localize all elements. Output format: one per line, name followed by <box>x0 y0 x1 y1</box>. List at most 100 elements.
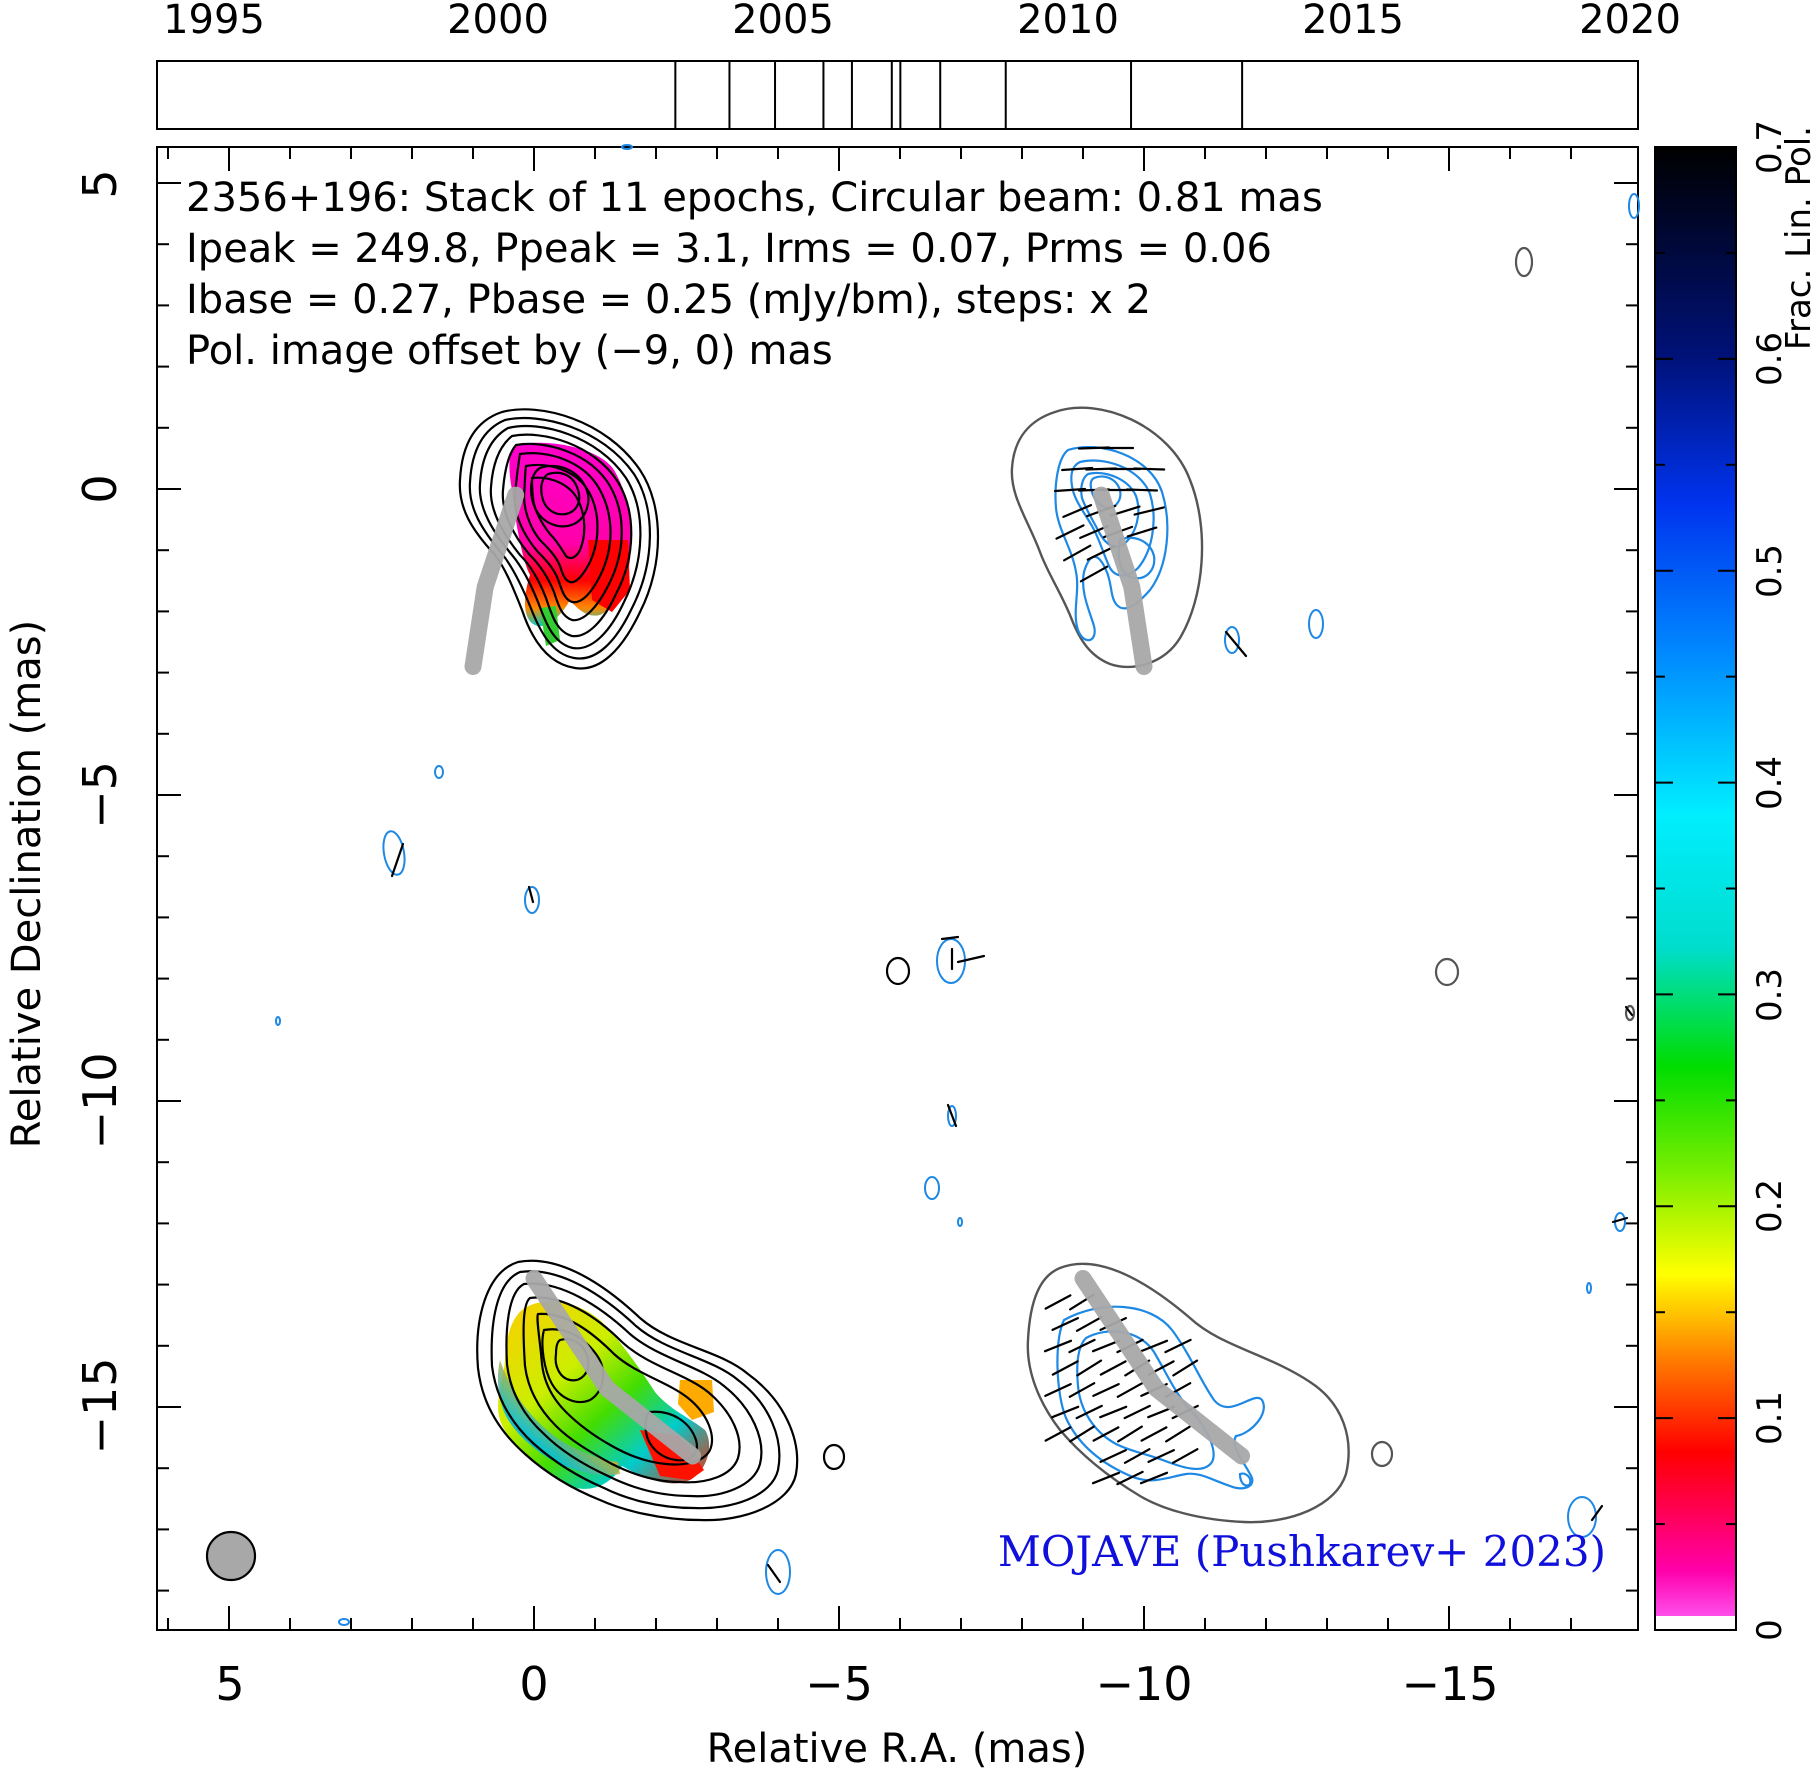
panel-upper-left <box>458 408 659 670</box>
pol-vector <box>1092 1426 1120 1442</box>
jet-ridge-2 <box>1092 486 1153 675</box>
stokes-i-outline-upper-right <box>1010 406 1204 669</box>
y-tick-label-minus5: −5 <box>73 761 127 829</box>
jet-ridge-lines <box>464 486 1251 1465</box>
pol-vector <box>1051 1316 1080 1332</box>
jet-ridge-3 <box>525 1270 702 1465</box>
y-tick-label-5: 5 <box>73 169 127 198</box>
pol-vector <box>1092 1382 1120 1398</box>
pol-vector <box>1116 1382 1144 1398</box>
pol-vector <box>1079 565 1109 583</box>
y-tick-label-minus15: −15 <box>73 1357 127 1454</box>
timeline-year-1995: 1995 <box>163 0 265 43</box>
pol-vector <box>1044 1382 1072 1398</box>
pol-vector <box>1062 544 1092 562</box>
pol-vector <box>1044 1426 1072 1442</box>
y-tick-label-0: 0 <box>73 474 127 503</box>
noise-contours-blue <box>275 144 1640 1626</box>
pol-vector <box>1068 1382 1096 1398</box>
pol-contours-lower-right <box>1056 1305 1265 1490</box>
pol-vector <box>1133 506 1165 516</box>
pol-vector <box>1126 526 1158 538</box>
pol-vector <box>1051 1405 1080 1419</box>
pol-vector <box>1068 1425 1096 1443</box>
timeline-epoch-ticks <box>674 61 1244 129</box>
pol-vector <box>1139 1339 1169 1353</box>
pol-vector <box>1125 488 1159 492</box>
colorbar-tick-0.3: 0.3 <box>1750 968 1790 1022</box>
frac-pol-fill-lower-left-edge <box>497 1360 620 1476</box>
pol-vector <box>1076 1359 1103 1377</box>
pol-vector <box>1140 1426 1168 1442</box>
x-tick-label-5: 5 <box>215 1657 244 1711</box>
header-line-4: Pol. image offset by (−9, 0) mas <box>186 328 833 374</box>
axis-ticks <box>157 147 1638 1630</box>
colorbar-tick-0.7: 0.7 <box>1750 120 1790 174</box>
panel-lower-right <box>1026 1262 1350 1524</box>
x-tick-label-minus10: −10 <box>1095 1657 1192 1711</box>
panel-lower-left <box>476 1259 799 1522</box>
colorbar-ticks <box>1655 146 1736 1631</box>
pol-vector <box>1123 1404 1151 1420</box>
timeline-year-2015: 2015 <box>1302 0 1404 43</box>
pol-vector <box>1068 1338 1096 1354</box>
pol-vector <box>1043 1339 1073 1353</box>
header-line-2: Ipeak = 249.8, Ppeak = 3.1, Irms = 0.07,… <box>186 226 1272 272</box>
pol-vector <box>1091 1339 1121 1353</box>
frac-pol-spot-lower-orange <box>678 1380 714 1420</box>
pol-vector <box>1062 504 1093 519</box>
timeline-year-2010: 2010 <box>1017 0 1119 43</box>
colorbar-title: Frac. Lin. Pol. <box>1779 126 1819 350</box>
jet-ridge-1 <box>464 486 525 675</box>
noise-contours-black <box>822 956 911 1471</box>
timeline-year-2000: 2000 <box>447 0 549 43</box>
colorbar-tick-0.4: 0.4 <box>1750 756 1790 810</box>
timeline: 1995 2000 2005 2010 2015 2020 <box>156 0 1681 130</box>
timeline-year-2020: 2020 <box>1579 0 1681 43</box>
pol-vector <box>1091 1471 1121 1485</box>
timeline-box <box>156 60 1639 130</box>
pol-vector <box>1099 1448 1128 1464</box>
colorbar-gradient <box>1655 147 1736 1630</box>
pol-vector <box>1123 1448 1151 1464</box>
pol-vector <box>1164 1338 1192 1354</box>
colorbar-tick-0.5: 0.5 <box>1750 544 1790 598</box>
header-line-3: Ibase = 0.27, Pbase = 0.25 (mJy/bm), ste… <box>186 277 1151 323</box>
credit-label: MOJAVE (Pushkarev+ 2023) <box>998 1527 1606 1576</box>
map-plot: 2356+196: Stack of 11 epochs, Circular b… <box>4 144 1640 1772</box>
frac-pol-spot-lower-red <box>640 1430 704 1480</box>
pol-vector <box>1075 1404 1103 1420</box>
pol-vector <box>1133 467 1166 471</box>
pol-vector <box>1147 1448 1176 1464</box>
pol-vector <box>1164 1425 1192 1443</box>
colorbar-tick-0.6: 0.6 <box>1750 332 1790 386</box>
x-tick-label-minus5: −5 <box>805 1657 873 1711</box>
noise-contours-gray <box>1370 246 1636 1468</box>
jet-ridge-4 <box>1074 1270 1251 1465</box>
pol-vector <box>1061 466 1094 472</box>
x-tick-label-minus15: −15 <box>1401 1657 1498 1711</box>
pol-vector <box>1079 524 1109 540</box>
colorbar: 0 0.1 0.2 0.3 0.4 0.5 0.6 0.7 Frac. Lin.… <box>1654 120 1819 1641</box>
colorbar-tick-0.1: 0.1 <box>1750 1391 1790 1445</box>
pol-vector <box>1116 1470 1144 1486</box>
pol-vector <box>1099 1360 1127 1376</box>
pol-vector <box>1053 487 1087 493</box>
colorbar-tick-0.2: 0.2 <box>1750 1179 1790 1233</box>
x-axis-title: Relative R.A. (mas) <box>707 1726 1088 1772</box>
pol-vector <box>1171 1448 1199 1464</box>
colorbar-zero-band <box>1655 1616 1736 1630</box>
pol-vector <box>1051 1360 1079 1376</box>
pol-vector <box>1172 1359 1199 1377</box>
colorbar-tick-0: 0 <box>1750 1619 1790 1641</box>
x-tick-label-0: 0 <box>519 1657 548 1711</box>
beam-ellipse <box>205 1530 257 1582</box>
stokes-i-outline-lower-right <box>1026 1262 1350 1524</box>
header-line-1: 2356+196: Stack of 11 epochs, Circular b… <box>186 175 1323 221</box>
plot-frame <box>156 146 1639 1631</box>
timeline-year-2005: 2005 <box>732 0 834 43</box>
pol-vector <box>1044 1294 1072 1310</box>
pol-vector <box>1099 1405 1128 1419</box>
pol-vector <box>1075 1316 1103 1332</box>
